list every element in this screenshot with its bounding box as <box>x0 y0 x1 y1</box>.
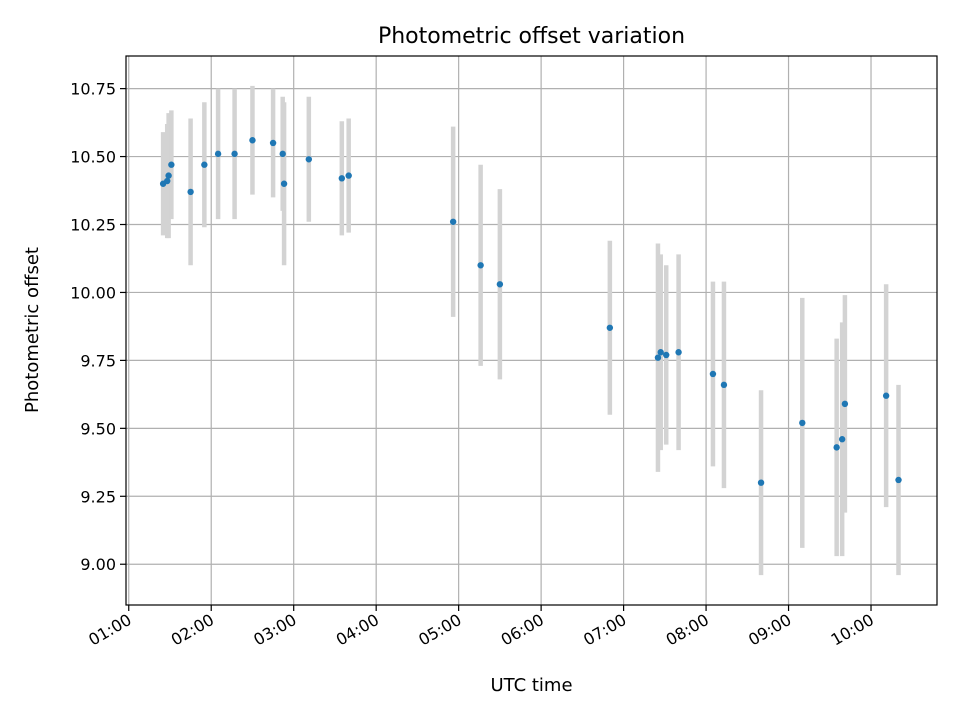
data-points <box>159 137 902 486</box>
grid <box>126 56 937 605</box>
data-point <box>841 400 849 408</box>
data-point <box>338 175 346 182</box>
data-point <box>249 137 256 144</box>
data-point <box>214 150 222 158</box>
data-point <box>882 392 890 399</box>
x-tick-label: 10:00 <box>828 610 877 650</box>
data-point <box>675 349 682 356</box>
y-axis-label: Photometric offset <box>22 247 43 413</box>
x-tick-label: 04:00 <box>333 610 382 650</box>
x-tick-label: 02:00 <box>168 610 217 650</box>
data-point <box>279 150 286 158</box>
data-point <box>201 161 208 168</box>
y-axis-ticks: 9.00 9.25 9.50 9.75 10.00 10.25 10.50 10.75 <box>70 80 126 574</box>
data-point <box>496 281 504 288</box>
data-point <box>187 188 194 196</box>
data-point <box>606 324 614 331</box>
data-point <box>799 419 806 427</box>
y-tick-label: 9.75 <box>80 351 116 370</box>
data-point <box>657 349 664 356</box>
x-axis-ticks: 01:00 02:00 03:00 04:00 05:00 06:00 07:00 08:00… <box>85 605 877 650</box>
x-tick-label: 09:00 <box>745 610 794 650</box>
data-point <box>280 180 288 187</box>
data-point <box>720 381 728 389</box>
data-point <box>231 150 238 158</box>
x-tick-label: 08:00 <box>663 610 712 650</box>
data-point <box>654 354 662 361</box>
data-point <box>895 476 902 484</box>
data-point <box>477 262 484 269</box>
data-point <box>709 370 717 378</box>
chart-title: Photometric offset variation <box>378 24 685 49</box>
x-tick-label: 05:00 <box>415 610 464 650</box>
x-tick-label: 06:00 <box>498 610 547 650</box>
x-tick-label: 07:00 <box>580 610 629 650</box>
plot-frame <box>125 55 938 606</box>
data-point <box>164 177 171 185</box>
y-tick-label: 9.25 <box>80 487 116 506</box>
x-axis-label: UTC time <box>490 675 572 696</box>
data-point <box>165 172 172 179</box>
data-point <box>757 479 765 486</box>
data-point <box>449 218 457 225</box>
data-point <box>269 139 277 147</box>
y-tick-label: 10.25 <box>70 216 116 235</box>
x-tick-label: 01:00 <box>85 610 134 650</box>
data-point <box>663 351 670 359</box>
data-point <box>833 444 840 451</box>
data-point <box>838 436 846 443</box>
y-tick-label: 9.50 <box>80 419 116 438</box>
y-tick-label: 10.00 <box>70 283 116 302</box>
y-tick-label: 10.50 <box>70 148 116 167</box>
y-tick-label: 10.75 <box>70 80 116 99</box>
x-tick-label: 03:00 <box>250 610 299 650</box>
data-point <box>168 161 175 168</box>
data-point <box>345 172 352 179</box>
data-point <box>305 156 313 163</box>
y-tick-label: 9.00 <box>80 555 116 574</box>
